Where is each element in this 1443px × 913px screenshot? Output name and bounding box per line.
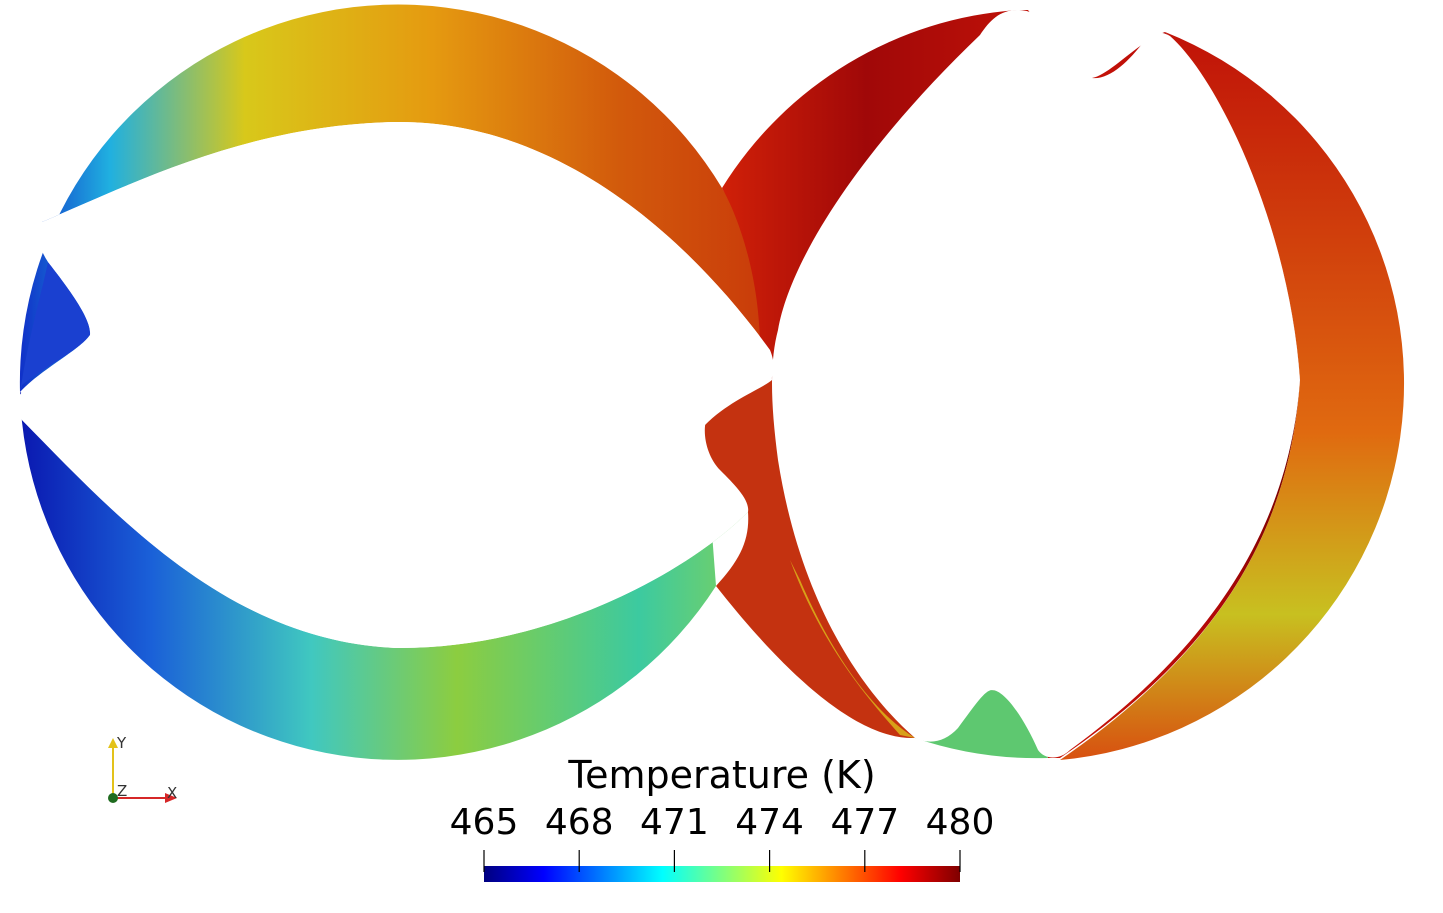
y-axis-label: Y [116,734,127,752]
axes-triad: Y Z X [108,734,177,803]
right-rotor-hole [772,10,1300,758]
colorbar-tick-labels: 465 468 471 474 477 480 [450,802,995,843]
colorbar-tick-label: 468 [545,802,614,843]
left-rotor-hole [16,121,774,649]
z-axis-label: Z [117,782,127,800]
colorbar-tick-marks [483,850,961,872]
y-axis-arrowhead [108,738,118,748]
colorbar-gradient [484,866,960,882]
rotor-holes [16,10,1300,758]
colorbar-legend: Temperature (K) 465 468 471 474 477 480 [450,753,995,882]
colorbar-tick-label: 480 [926,802,995,843]
left-rotor-domain [19,4,771,760]
colorbar-title: Temperature (K) [567,753,875,797]
x-axis-arrowhead [165,793,177,803]
colorbar-tick-label: 471 [640,802,709,843]
colorbar-tick-label: 477 [830,802,899,843]
colorbar-tick-label: 474 [735,802,804,843]
colorbar-tick-label: 465 [450,802,519,843]
x-axis-label: X [167,784,177,802]
z-axis-dot [108,793,118,803]
